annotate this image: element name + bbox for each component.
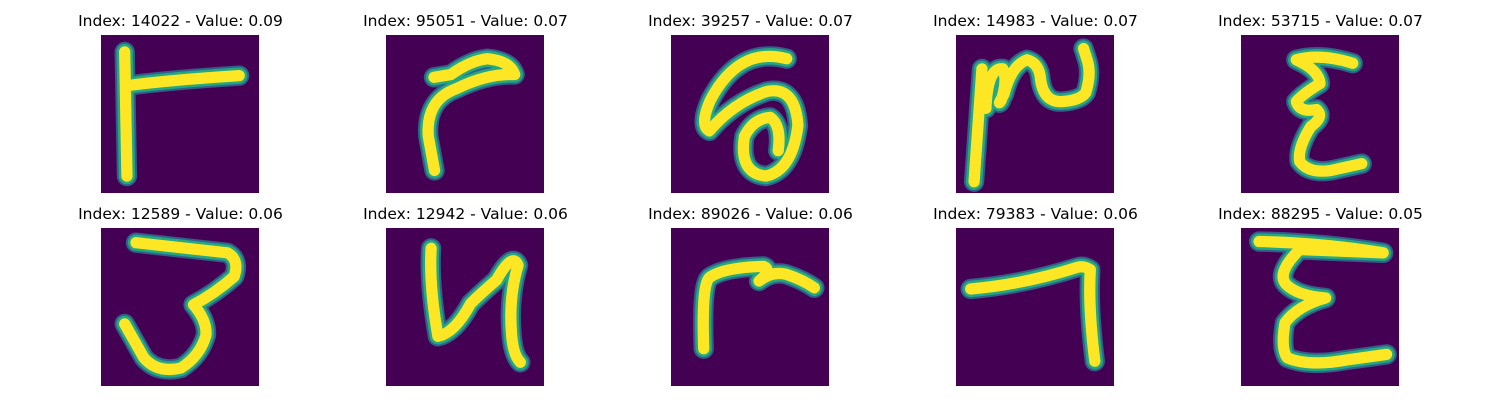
digit-image xyxy=(101,228,259,386)
image-panel: Index: 14983 - Value: 0.07 xyxy=(893,10,1178,200)
stroke-core xyxy=(1253,235,1393,369)
image-panel: Index: 95051 - Value: 0.07 xyxy=(323,10,608,200)
digit-image xyxy=(671,228,829,386)
digit-image xyxy=(1241,35,1399,193)
digit-image xyxy=(386,35,544,193)
stroke-core xyxy=(119,237,242,376)
image-panel: Index: 79383 - Value: 0.06 xyxy=(893,203,1178,393)
digit-image xyxy=(671,35,829,193)
image-panel: Index: 39257 - Value: 0.07 xyxy=(608,10,893,200)
stroke-core xyxy=(1290,51,1368,177)
panel-title: Index: 39257 - Value: 0.07 xyxy=(648,12,853,30)
digit-image xyxy=(386,228,544,386)
image-panel: Index: 12589 - Value: 0.06 xyxy=(38,203,323,393)
digit-image xyxy=(956,35,1114,193)
stroke-core xyxy=(422,53,521,177)
panel-title: Index: 88295 - Value: 0.05 xyxy=(1218,205,1423,223)
stroke-core xyxy=(965,261,1101,367)
image-panel: Index: 88295 - Value: 0.05 xyxy=(1178,203,1463,393)
panel-title: Index: 89026 - Value: 0.06 xyxy=(648,205,853,223)
image-panel: Index: 53715 - Value: 0.07 xyxy=(1178,10,1463,200)
image-panel: Index: 89026 - Value: 0.06 xyxy=(608,203,893,393)
panel-title: Index: 12942 - Value: 0.06 xyxy=(363,205,568,223)
image-panel: Index: 12942 - Value: 0.06 xyxy=(323,203,608,393)
digit-image xyxy=(101,35,259,193)
stroke-core xyxy=(968,42,1095,188)
digit-image xyxy=(956,228,1114,386)
stroke-core xyxy=(425,242,526,368)
panel-title: Index: 95051 - Value: 0.07 xyxy=(363,12,568,30)
panel-title: Index: 79383 - Value: 0.06 xyxy=(933,205,1138,223)
image-panel: Index: 14022 - Value: 0.09 xyxy=(38,10,323,200)
panel-title: Index: 14022 - Value: 0.09 xyxy=(78,12,283,30)
panel-title: Index: 53715 - Value: 0.07 xyxy=(1218,12,1423,30)
stroke-core xyxy=(697,260,820,355)
stroke-core xyxy=(698,50,804,182)
panel-title: Index: 14983 - Value: 0.07 xyxy=(933,12,1138,30)
stroke-core xyxy=(119,46,245,182)
panel-title: Index: 12589 - Value: 0.06 xyxy=(78,205,283,223)
digit-image xyxy=(1241,228,1399,386)
